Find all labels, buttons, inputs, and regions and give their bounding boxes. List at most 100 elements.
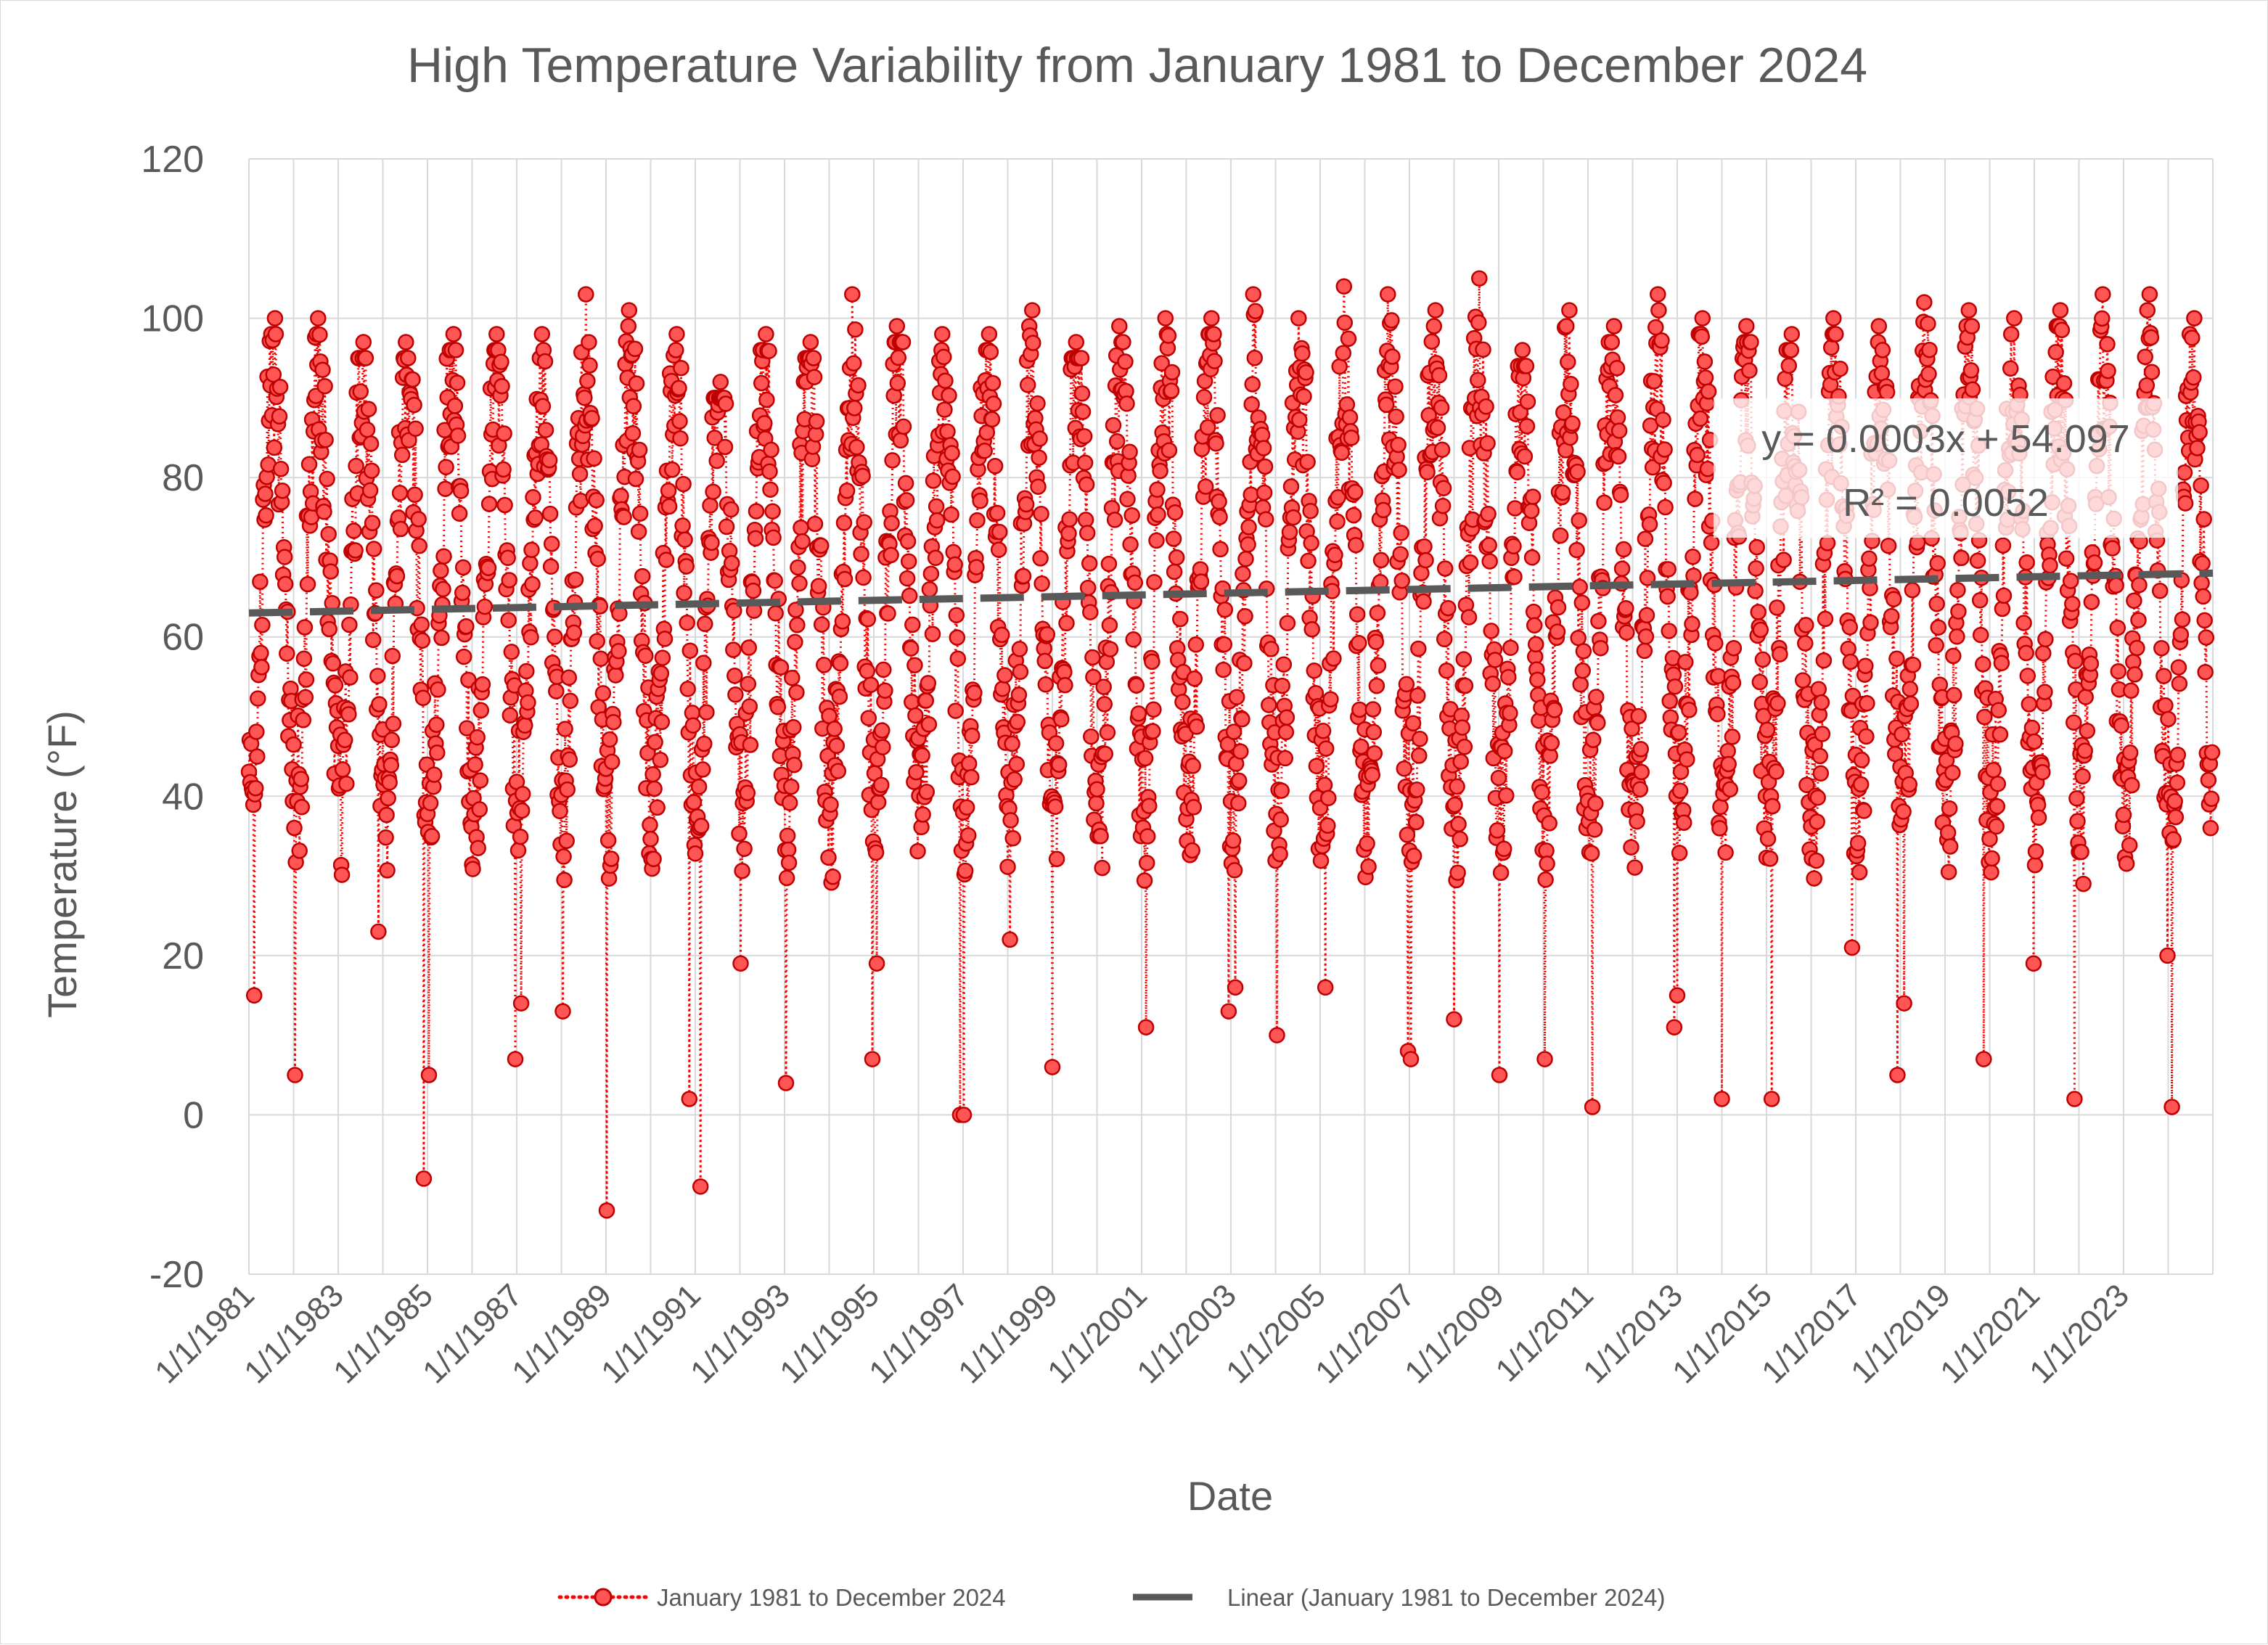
data-point (1247, 303, 1264, 320)
data-point (1531, 712, 1547, 729)
data-point (1047, 798, 1064, 816)
data-point (846, 400, 863, 417)
data-point (652, 665, 670, 682)
data-point (562, 692, 579, 710)
data-point (495, 461, 512, 478)
data-point (859, 610, 877, 628)
data-point (1417, 551, 1434, 569)
data-point (2203, 790, 2220, 808)
data-point (716, 438, 734, 456)
data-point (2083, 594, 2100, 610)
data-point (1303, 535, 1319, 551)
data-point (883, 514, 900, 532)
x-tick-label: 1/1/2013 (1576, 1277, 1690, 1390)
data-point (2165, 831, 2182, 848)
data-point (1192, 573, 1210, 590)
data-point (1960, 302, 1978, 319)
y-tick-label: 120 (141, 139, 204, 181)
data-point (1404, 715, 1422, 732)
data-point (687, 845, 704, 862)
data-point (2110, 662, 2127, 680)
data-point (748, 503, 765, 520)
data-point (917, 692, 935, 709)
data-point (571, 465, 589, 483)
data-point (1523, 549, 1541, 566)
data-point (454, 559, 472, 576)
data-point (615, 509, 632, 525)
data-point (1153, 355, 1170, 372)
data-point (1279, 615, 1296, 631)
x-tick-label: 1/1/2015 (1666, 1277, 1779, 1390)
data-point (2025, 955, 2042, 972)
data-point (1584, 731, 1602, 748)
data-point (2109, 619, 2126, 636)
data-point (788, 684, 805, 701)
data-point (601, 731, 618, 748)
data-point (769, 699, 787, 715)
data-point (1277, 723, 1295, 741)
data-point (385, 715, 402, 732)
data-point (1660, 561, 1677, 578)
data-point (892, 432, 909, 449)
data-point (1299, 454, 1316, 470)
data-point (1920, 315, 1936, 332)
data-point (1975, 656, 1991, 673)
data-point (410, 511, 427, 528)
data-point (914, 806, 931, 823)
data-point (1253, 427, 1271, 443)
data-point (920, 716, 938, 733)
data-point (285, 736, 302, 753)
data-point (1146, 573, 1163, 591)
data-point (1281, 524, 1298, 541)
data-point (1368, 677, 1385, 694)
data-point (1141, 797, 1158, 814)
data-point (2002, 360, 2019, 377)
data-point (2026, 856, 2044, 874)
data-point (364, 514, 381, 532)
data-point (663, 461, 681, 478)
data-point (1479, 435, 1496, 452)
data-point (1549, 623, 1566, 640)
data-point (1586, 821, 1603, 838)
data-point (363, 462, 380, 479)
data-point (1500, 668, 1517, 686)
data-point (1188, 718, 1205, 735)
data-point (1748, 538, 1765, 556)
data-point (445, 326, 462, 342)
data-point (2123, 682, 2140, 700)
data-point (1555, 404, 1572, 421)
data-point (2075, 875, 2092, 893)
data-point (925, 472, 942, 489)
data-point (2034, 763, 2051, 781)
data-point (581, 357, 598, 374)
data-point (2100, 362, 2116, 380)
data-point (644, 766, 661, 783)
data-point (875, 739, 891, 755)
data-point (2171, 675, 2188, 692)
data-point (880, 605, 896, 622)
data-point (726, 668, 743, 684)
data-point (1489, 822, 1506, 839)
data-point (472, 702, 490, 719)
data-point (1694, 310, 1711, 327)
data-point (949, 650, 967, 667)
data-point (336, 731, 353, 749)
data-point (1526, 617, 1543, 634)
data-point (695, 761, 711, 778)
data-point (1832, 360, 1849, 377)
data-point (393, 446, 411, 464)
data-point (525, 489, 541, 506)
data-point (1234, 710, 1250, 728)
data-point (1015, 567, 1032, 585)
data-point (1044, 1059, 1061, 1075)
data-point (1440, 599, 1457, 617)
data-point (382, 757, 400, 774)
data-point (1097, 745, 1114, 763)
data-point (706, 430, 723, 446)
data-point (1163, 382, 1180, 399)
data-point (1186, 670, 1203, 687)
data-point (527, 509, 544, 526)
data-point (2019, 668, 2036, 684)
data-point (1057, 676, 1073, 694)
data-point (627, 470, 644, 488)
